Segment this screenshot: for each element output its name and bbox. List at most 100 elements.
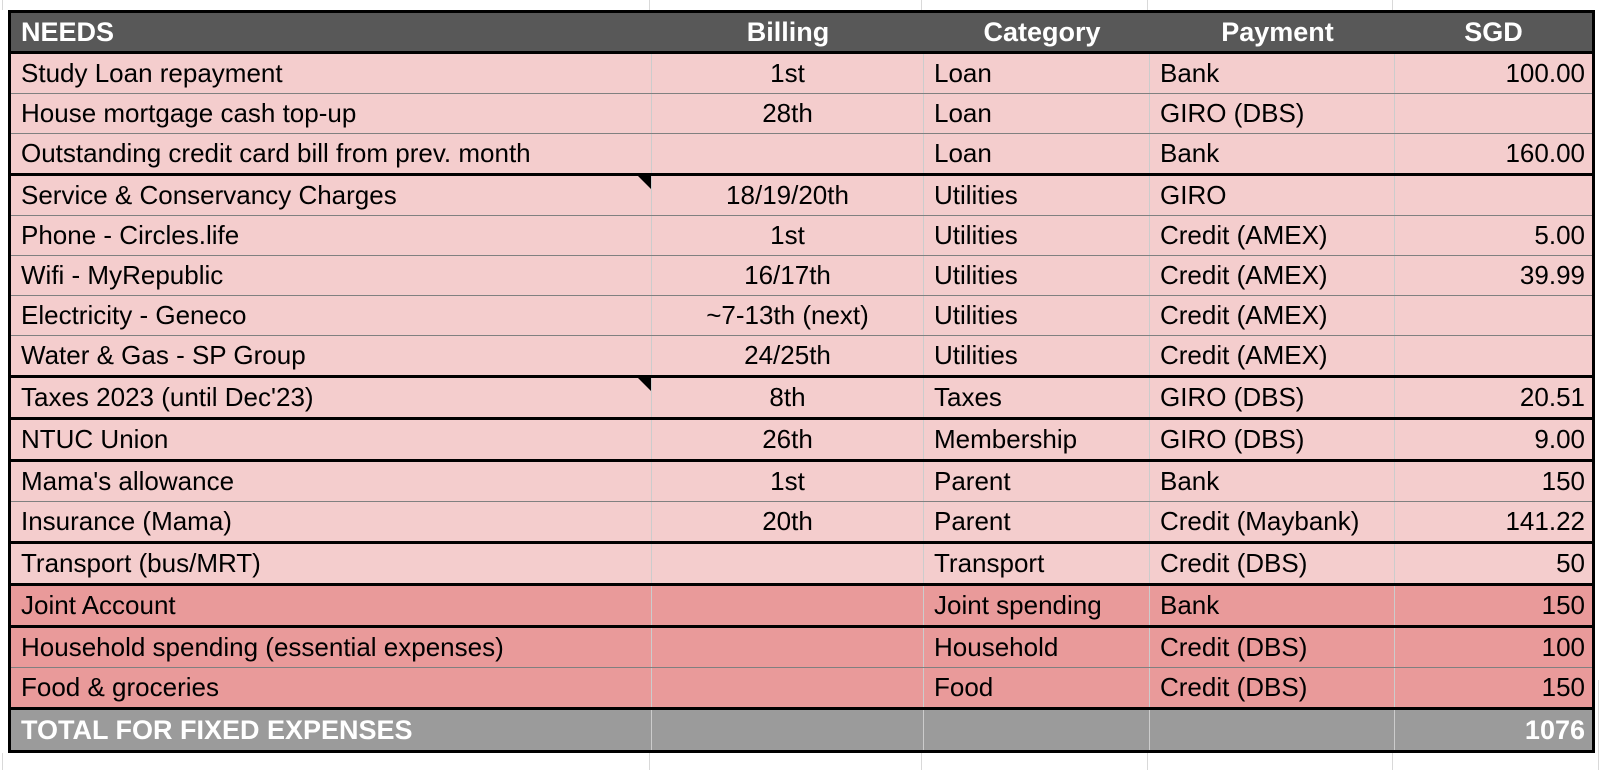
header-needs[interactable]: NEEDS bbox=[11, 13, 652, 51]
cell-payment[interactable]: Bank bbox=[1150, 462, 1395, 501]
cell-text: 5.00 bbox=[1534, 220, 1585, 250]
cell-needs[interactable]: Mama's allowance bbox=[11, 462, 652, 501]
cell-sgd[interactable]: 150 bbox=[1395, 586, 1592, 625]
cell-billing[interactable]: 18/19/20th bbox=[652, 176, 924, 215]
cell-billing[interactable]: 1st bbox=[652, 462, 924, 501]
cell-category[interactable]: Transport bbox=[924, 544, 1150, 583]
cell-billing[interactable]: 8th bbox=[652, 378, 924, 417]
cell-payment[interactable]: GIRO (DBS) bbox=[1150, 94, 1395, 133]
cell-needs[interactable]: NTUC Union bbox=[11, 420, 652, 459]
cell-text: Credit (Maybank) bbox=[1160, 506, 1360, 536]
cell-text: Bank bbox=[1160, 590, 1220, 620]
cell-needs[interactable]: House mortgage cash top-up bbox=[11, 94, 652, 133]
cell-category[interactable]: Utilities bbox=[924, 256, 1150, 295]
cell-category[interactable]: Utilities bbox=[924, 296, 1150, 335]
cell-sgd[interactable]: 160.00 bbox=[1395, 134, 1592, 173]
cell-billing[interactable] bbox=[652, 628, 924, 667]
cell-sgd[interactable] bbox=[1395, 94, 1592, 133]
cell-sgd[interactable]: 20.51 bbox=[1395, 378, 1592, 417]
cell-billing[interactable]: 24/25th bbox=[652, 336, 924, 375]
cell-needs[interactable]: Outstanding credit card bill from prev. … bbox=[11, 134, 652, 173]
cell-billing[interactable]: 26th bbox=[652, 420, 924, 459]
total-category-cell[interactable] bbox=[924, 710, 1150, 750]
total-sgd-cell[interactable]: 1076 bbox=[1395, 710, 1592, 750]
cell-payment[interactable]: Credit (AMEX) bbox=[1150, 216, 1395, 255]
cell-payment[interactable]: Bank bbox=[1150, 134, 1395, 173]
cell-payment[interactable]: Bank bbox=[1150, 54, 1395, 93]
cell-sgd[interactable]: 39.99 bbox=[1395, 256, 1592, 295]
cell-text: Loan bbox=[934, 58, 992, 88]
cell-sgd[interactable]: 141.22 bbox=[1395, 502, 1592, 541]
cell-needs[interactable]: Joint Account bbox=[11, 586, 652, 625]
header-category[interactable]: Category bbox=[924, 13, 1150, 51]
cell-needs[interactable]: Phone - Circles.life bbox=[11, 216, 652, 255]
cell-billing[interactable]: 28th bbox=[652, 94, 924, 133]
cell-payment[interactable]: GIRO (DBS) bbox=[1150, 378, 1395, 417]
cell-needs[interactable]: Service & Conservancy Charges bbox=[11, 176, 652, 215]
cell-category[interactable]: Loan bbox=[924, 54, 1150, 93]
cell-category[interactable]: Household bbox=[924, 628, 1150, 667]
cell-billing[interactable]: 20th bbox=[652, 502, 924, 541]
cell-billing[interactable]: ~7-13th (next) bbox=[652, 296, 924, 335]
cell-category[interactable]: Membership bbox=[924, 420, 1150, 459]
cell-payment[interactable]: Credit (DBS) bbox=[1150, 544, 1395, 583]
cell-text: 26th bbox=[762, 424, 813, 454]
cell-category[interactable]: Utilities bbox=[924, 216, 1150, 255]
header-payment[interactable]: Payment bbox=[1150, 13, 1395, 51]
cell-category[interactable]: Loan bbox=[924, 94, 1150, 133]
cell-payment[interactable]: Credit (Maybank) bbox=[1150, 502, 1395, 541]
cell-category[interactable]: Taxes bbox=[924, 378, 1150, 417]
cell-payment[interactable]: Bank bbox=[1150, 586, 1395, 625]
cell-needs[interactable]: Water & Gas - SP Group bbox=[11, 336, 652, 375]
cell-sgd[interactable] bbox=[1395, 336, 1592, 375]
cell-billing[interactable] bbox=[652, 134, 924, 173]
cell-payment[interactable]: GIRO (DBS) bbox=[1150, 420, 1395, 459]
cell-billing[interactable]: 1st bbox=[652, 216, 924, 255]
cell-payment[interactable]: Credit (AMEX) bbox=[1150, 336, 1395, 375]
cell-sgd[interactable] bbox=[1395, 176, 1592, 215]
cell-category[interactable]: Food bbox=[924, 668, 1150, 707]
cell-sgd[interactable]: 5.00 bbox=[1395, 216, 1592, 255]
cell-text: 8th bbox=[769, 382, 806, 412]
cell-category[interactable]: Utilities bbox=[924, 336, 1150, 375]
cell-needs[interactable]: Insurance (Mama) bbox=[11, 502, 652, 541]
cell-sgd[interactable]: 100 bbox=[1395, 628, 1592, 667]
cell-payment[interactable]: Credit (AMEX) bbox=[1150, 296, 1395, 335]
cell-needs[interactable]: Taxes 2023 (until Dec'23) bbox=[11, 378, 652, 417]
cell-sgd[interactable]: 150 bbox=[1395, 668, 1592, 707]
cell-text: 28th bbox=[762, 98, 813, 128]
cell-category[interactable]: Parent bbox=[924, 462, 1150, 501]
cell-text: Utilities bbox=[934, 300, 1018, 330]
cell-billing[interactable]: 16/17th bbox=[652, 256, 924, 295]
cell-needs[interactable]: Food & groceries bbox=[11, 668, 652, 707]
cell-payment[interactable]: Credit (DBS) bbox=[1150, 668, 1395, 707]
header-sgd[interactable]: SGD bbox=[1395, 13, 1592, 51]
cell-category[interactable]: Joint spending bbox=[924, 586, 1150, 625]
cell-payment[interactable]: GIRO bbox=[1150, 176, 1395, 215]
cell-billing[interactable] bbox=[652, 668, 924, 707]
cell-sgd[interactable]: 50 bbox=[1395, 544, 1592, 583]
cell-needs[interactable]: Electricity - Geneco bbox=[11, 296, 652, 335]
total-billing-cell[interactable] bbox=[652, 710, 924, 750]
cell-sgd[interactable] bbox=[1395, 296, 1592, 335]
cell-needs[interactable]: Transport (bus/MRT) bbox=[11, 544, 652, 583]
total-label-cell[interactable]: TOTAL FOR FIXED EXPENSES bbox=[11, 710, 652, 750]
cell-needs[interactable]: Household spending (essential expenses) bbox=[11, 628, 652, 667]
cell-category[interactable]: Parent bbox=[924, 502, 1150, 541]
cell-needs[interactable]: Study Loan repayment bbox=[11, 54, 652, 93]
cell-text: 39.99 bbox=[1519, 260, 1585, 290]
cell-sgd[interactable]: 9.00 bbox=[1395, 420, 1592, 459]
header-billing[interactable]: Billing bbox=[652, 13, 924, 51]
cell-category[interactable]: Loan bbox=[924, 134, 1150, 173]
cell-text: Bank bbox=[1160, 138, 1220, 168]
cell-billing[interactable] bbox=[652, 544, 924, 583]
cell-category[interactable]: Utilities bbox=[924, 176, 1150, 215]
cell-sgd[interactable]: 150 bbox=[1395, 462, 1592, 501]
cell-needs[interactable]: Wifi - MyRepublic bbox=[11, 256, 652, 295]
cell-billing[interactable]: 1st bbox=[652, 54, 924, 93]
cell-billing[interactable] bbox=[652, 586, 924, 625]
cell-sgd[interactable]: 100.00 bbox=[1395, 54, 1592, 93]
total-payment-cell[interactable] bbox=[1150, 710, 1395, 750]
cell-payment[interactable]: Credit (DBS) bbox=[1150, 628, 1395, 667]
cell-payment[interactable]: Credit (AMEX) bbox=[1150, 256, 1395, 295]
